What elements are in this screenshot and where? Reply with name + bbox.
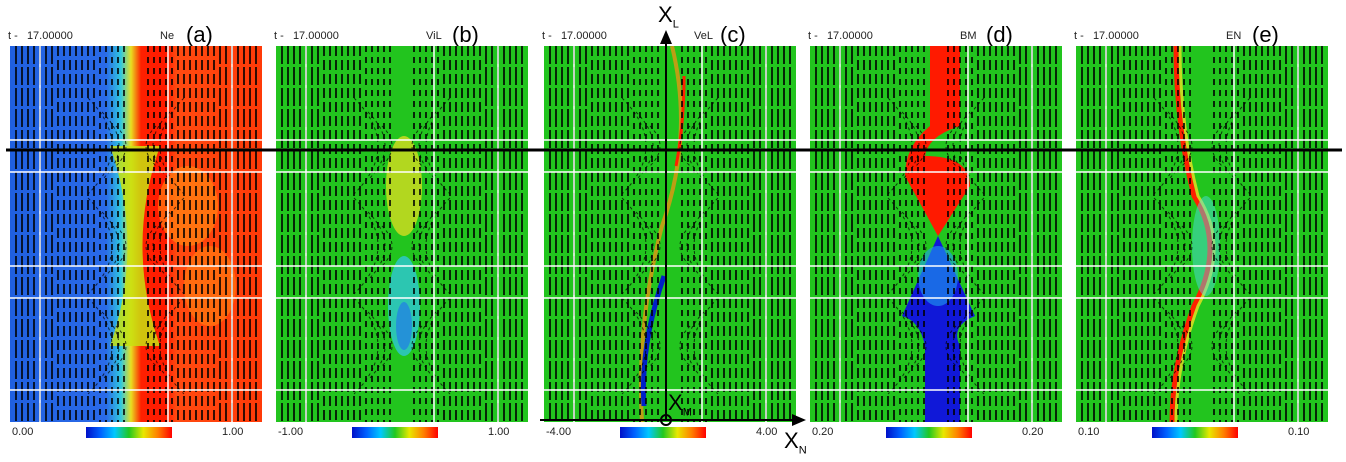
panel-header: t - 17.00000 Ne (a)	[0, 22, 266, 47]
field-plot	[276, 46, 528, 422]
panel-tag: (a)	[186, 22, 213, 47]
colorbar-max: 4.00	[756, 426, 778, 438]
panel-header: t - 17.00000 BM (d)	[800, 22, 1066, 47]
panel-tag: (b)	[452, 22, 479, 47]
variable-label: BM	[960, 30, 977, 42]
colorbar: -1.00 1.00	[266, 426, 532, 440]
colorbar-min: 0.10	[1078, 426, 1100, 438]
colorbar-min: -4.00	[546, 426, 572, 438]
colorbar: 0.00 1.00	[0, 426, 266, 440]
colorbar-max: 0.10	[1288, 426, 1310, 438]
panel-bm: t - 17.00000 BM (d) MSPMSH 0.20 0.20	[800, 0, 1066, 462]
colorbar-max: 1.00	[222, 426, 244, 438]
xn-axis-label: XN	[784, 428, 807, 457]
xm-axis-label: XM	[668, 390, 692, 419]
field-image	[10, 46, 262, 422]
xl-axis-label: XL	[658, 2, 679, 31]
panel-ne: t - 17.00000 Ne (a) MSPMSH 0.00 1.00	[0, 0, 266, 462]
field-plot	[544, 46, 796, 422]
colorbar-gradient	[1152, 427, 1238, 438]
colorbar-min: 0.20	[812, 426, 834, 438]
panel-header: t - 17.00000 ViL (b)	[266, 22, 532, 47]
time-label: t - 17.00000	[808, 30, 873, 42]
variable-label: EN	[1226, 30, 1242, 42]
colorbar: 0.10 0.10	[1066, 426, 1332, 440]
colorbar-max: 1.00	[488, 426, 510, 438]
panel-vil: t - 17.00000 ViL (b) -1.00 1.00	[266, 0, 532, 462]
field-image	[544, 46, 796, 422]
variable-label: VeL	[694, 30, 713, 42]
colorbar-min: -1.00	[278, 426, 304, 438]
field-plot: MSPMSH	[810, 46, 1062, 422]
field-plot: MSPMSH	[10, 46, 262, 422]
panel-tag: (c)	[720, 22, 746, 47]
field-image	[276, 46, 528, 422]
panel-tag: (d)	[986, 22, 1013, 47]
colorbar-gradient	[886, 427, 972, 438]
panel-header: t - 17.00000 VeL (c)	[534, 22, 800, 47]
variable-label: Ne	[160, 30, 175, 42]
field-plot: MSPMSH	[1076, 46, 1328, 422]
panel-tag: (e)	[1252, 22, 1279, 47]
time-label: t - 17.00000	[542, 30, 607, 42]
colorbar-min: 0.00	[12, 426, 34, 438]
colorbar: -4.00 4.00	[534, 426, 800, 440]
time-label: t - 17.00000	[8, 30, 73, 42]
colorbar-gradient	[620, 427, 706, 438]
time-label: t - 17.00000	[274, 30, 339, 42]
colorbar: 0.20 0.20	[800, 426, 1066, 440]
field-image	[810, 46, 1062, 422]
field-image	[1076, 46, 1328, 422]
variable-label: ViL	[426, 30, 442, 42]
colorbar-max: 0.20	[1022, 426, 1044, 438]
panel-en: t - 17.00000 EN (e) MSPMSH 0.10 0.10	[1066, 0, 1332, 462]
colorbar-gradient	[86, 427, 172, 438]
time-label: t - 17.00000	[1074, 30, 1139, 42]
panel-vel: t - 17.00000 VeL (c) -4.00 4.00	[534, 0, 800, 462]
colorbar-gradient	[352, 427, 438, 438]
panel-header: t - 17.00000 EN (e)	[1066, 22, 1332, 47]
